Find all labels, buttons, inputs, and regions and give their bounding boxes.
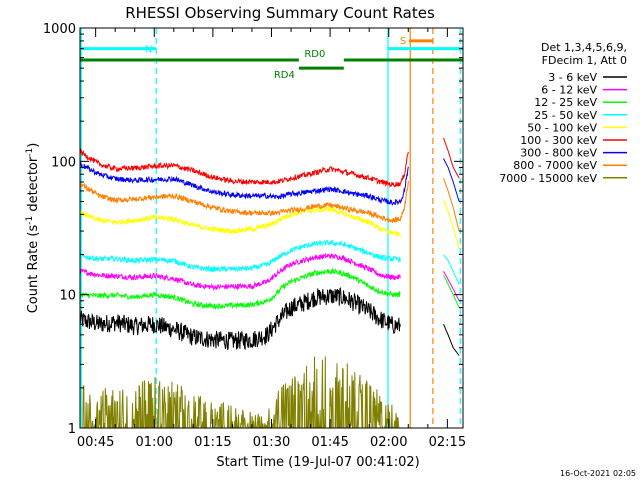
legend-label-7: 300 - 800 keV [520,147,597,160]
legend-label-3: 12 - 25 keV [534,96,597,109]
y-tick-label-3: 100 [51,155,76,170]
rd-bar-label-rd4: RD4 [274,70,295,81]
post-flare-line-8 [443,324,460,356]
y-tick-label-2: 10 [59,289,76,304]
series-line-9 [80,356,401,428]
x-axis-label: Start Time (19-Jul-07 00:41:02) [216,455,419,470]
x-tick-label-6: 02:00 [370,435,407,450]
y-axis-label-end: ) [26,143,41,148]
generation-timestamp: 16-Oct-2021 02:05 [560,469,636,478]
chart-title: RHESSI Observing Summary Count Rates [125,4,435,22]
axis-layer: 1 10 100 1000 00:45 01:00 01:15 01:30 01:45 02:00… [43,22,466,450]
legend-label-8: 800 - 7000 keV [513,159,597,172]
legend: Det 1,3,4,5,6,9, FDecim 1, Att 0 3 - 6 k… [499,41,627,185]
post-flare-line-2 [443,158,460,202]
y-axis-label-sup-2: -1 [25,148,35,157]
x-tick-label-7: 02:15 [429,435,466,450]
series-line-8 [80,180,409,224]
y-tick-label-1: 1 [68,422,76,437]
post-flare-line-4 [443,199,460,250]
x-tick-label-1: 00:45 [77,435,114,450]
legend-header-line-1: Det 1,3,4,5,6,9, [541,41,627,54]
y-axis-label: Count Rate (s-1 detector-1) [25,143,41,314]
x-tick-label-2: 01:00 [136,435,173,450]
legend-label-5: 50 - 100 keV [527,121,597,134]
annotation-layer: N RD0 RD4 S [80,28,463,428]
rd-bar-label-rd0: RD0 [304,49,325,60]
y-axis-label-sup-1: -1 [25,216,35,225]
series-line-1 [80,287,401,351]
series-line-7 [80,160,409,206]
y-axis-label-main: Count Rate (s [26,225,41,314]
post-flare-line-6 [443,274,460,308]
series-line-6 [80,147,409,189]
legend-label-4: 25 - 50 keV [534,109,597,122]
post-flare-line-5 [443,254,460,285]
series-line-4 [80,239,401,273]
legend-label-6: 100 - 300 keV [520,134,597,147]
series-line-5 [80,205,401,238]
y-axis-label-mid: detector [26,156,41,216]
legend-header-line-2: FDecim 1, Att 0 [542,54,627,67]
night-bar-label: N [145,45,152,56]
legend-label-9: 7000 - 15000 keV [499,172,597,185]
x-tick-label-5: 01:45 [311,435,348,450]
post-flare-line-3 [443,177,460,232]
saa-bar-label: S [400,36,406,47]
legend-label-2: 6 - 12 keV [541,84,597,97]
post-flare-line-1 [443,137,460,179]
legend-label-1: 3 - 6 keV [548,71,597,84]
x-tick-label-4: 01:30 [253,435,290,450]
series-layer [80,137,460,428]
y-tick-label-4: 1000 [43,22,76,37]
series-line-3 [80,267,401,311]
series-line-2 [80,252,401,292]
x-tick-label-3: 01:15 [194,435,231,450]
